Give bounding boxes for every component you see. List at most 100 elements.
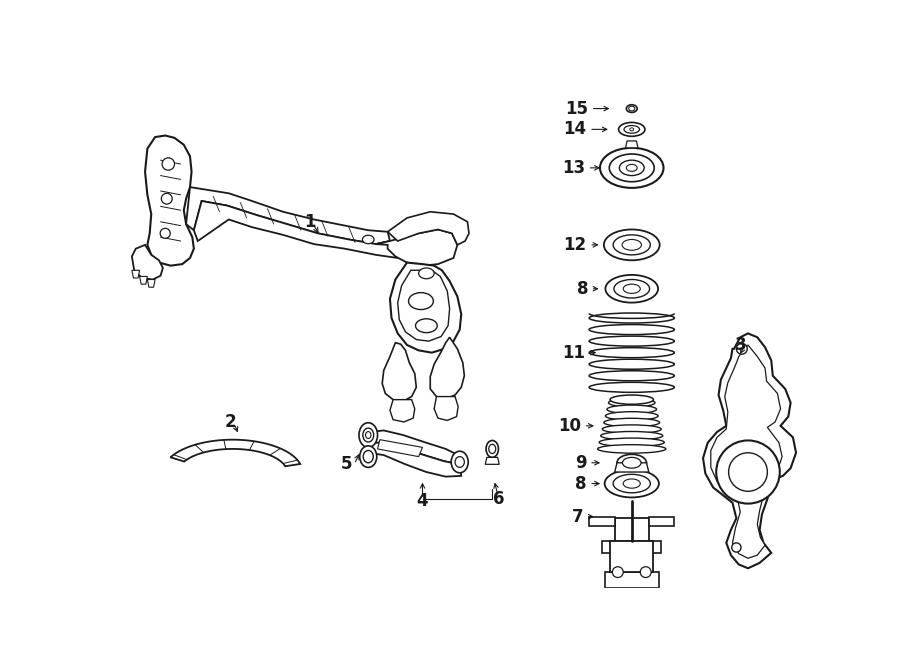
- Ellipse shape: [600, 148, 663, 188]
- Ellipse shape: [451, 451, 468, 473]
- Ellipse shape: [590, 371, 674, 381]
- Ellipse shape: [409, 293, 434, 309]
- Polygon shape: [382, 342, 417, 401]
- Polygon shape: [602, 541, 662, 553]
- Ellipse shape: [590, 325, 674, 334]
- Polygon shape: [434, 397, 458, 420]
- Text: 13: 13: [562, 159, 585, 177]
- Ellipse shape: [359, 423, 378, 447]
- Ellipse shape: [736, 344, 747, 354]
- Polygon shape: [390, 262, 461, 353]
- Text: 5: 5: [341, 455, 353, 473]
- Polygon shape: [615, 518, 649, 541]
- Ellipse shape: [640, 566, 651, 578]
- Ellipse shape: [607, 405, 656, 414]
- Polygon shape: [361, 430, 461, 464]
- Text: 9: 9: [575, 454, 587, 472]
- Ellipse shape: [623, 479, 640, 488]
- Text: 3: 3: [734, 336, 746, 354]
- Polygon shape: [132, 270, 140, 278]
- Ellipse shape: [626, 104, 637, 112]
- Ellipse shape: [162, 158, 175, 170]
- Ellipse shape: [619, 160, 644, 176]
- Text: 2: 2: [225, 413, 237, 431]
- Ellipse shape: [732, 543, 741, 552]
- Ellipse shape: [613, 235, 651, 255]
- Ellipse shape: [626, 165, 637, 171]
- Ellipse shape: [605, 470, 659, 498]
- Text: 10: 10: [558, 417, 581, 435]
- Text: 15: 15: [565, 100, 589, 118]
- Polygon shape: [615, 463, 649, 472]
- Ellipse shape: [416, 319, 437, 332]
- Ellipse shape: [590, 382, 674, 393]
- Ellipse shape: [598, 445, 666, 453]
- Polygon shape: [398, 270, 450, 341]
- Ellipse shape: [610, 395, 653, 405]
- Polygon shape: [430, 337, 464, 399]
- Polygon shape: [376, 229, 457, 266]
- Ellipse shape: [606, 275, 658, 303]
- Polygon shape: [170, 440, 301, 466]
- Ellipse shape: [614, 280, 650, 298]
- Polygon shape: [378, 440, 422, 457]
- Ellipse shape: [590, 359, 674, 369]
- Ellipse shape: [590, 313, 674, 323]
- Ellipse shape: [608, 399, 655, 407]
- Polygon shape: [194, 201, 400, 258]
- Text: 7: 7: [572, 508, 584, 525]
- Text: 11: 11: [562, 344, 585, 362]
- Ellipse shape: [489, 444, 496, 453]
- Ellipse shape: [590, 336, 674, 346]
- Ellipse shape: [365, 432, 371, 438]
- Polygon shape: [145, 136, 194, 266]
- Text: 4: 4: [417, 492, 428, 510]
- Polygon shape: [390, 400, 415, 422]
- Ellipse shape: [161, 193, 172, 204]
- Ellipse shape: [455, 457, 464, 467]
- Polygon shape: [703, 333, 796, 568]
- Polygon shape: [626, 141, 638, 148]
- Ellipse shape: [617, 454, 646, 471]
- Ellipse shape: [729, 453, 768, 491]
- Ellipse shape: [606, 412, 658, 420]
- Polygon shape: [132, 245, 163, 280]
- Ellipse shape: [363, 235, 374, 244]
- Ellipse shape: [601, 432, 662, 440]
- Ellipse shape: [624, 126, 640, 134]
- Ellipse shape: [604, 418, 660, 427]
- Polygon shape: [485, 457, 500, 464]
- Text: 6: 6: [492, 490, 504, 508]
- Ellipse shape: [418, 268, 434, 279]
- Ellipse shape: [360, 446, 377, 467]
- Polygon shape: [140, 276, 148, 284]
- Polygon shape: [711, 345, 782, 559]
- Ellipse shape: [622, 239, 642, 251]
- Polygon shape: [368, 443, 461, 477]
- Ellipse shape: [486, 440, 499, 457]
- Text: 12: 12: [563, 236, 587, 254]
- Polygon shape: [649, 517, 674, 526]
- Ellipse shape: [160, 228, 170, 239]
- Ellipse shape: [613, 475, 651, 493]
- Ellipse shape: [590, 348, 674, 358]
- Text: 8: 8: [577, 280, 589, 297]
- Text: 8: 8: [575, 475, 587, 492]
- Ellipse shape: [602, 425, 662, 434]
- Ellipse shape: [716, 440, 779, 504]
- Polygon shape: [610, 541, 653, 572]
- Polygon shape: [186, 187, 390, 244]
- Ellipse shape: [623, 284, 640, 293]
- Ellipse shape: [604, 229, 660, 260]
- Ellipse shape: [628, 106, 634, 111]
- Text: 14: 14: [563, 120, 587, 138]
- Polygon shape: [605, 572, 659, 588]
- Ellipse shape: [363, 428, 374, 442]
- Ellipse shape: [609, 154, 654, 182]
- Ellipse shape: [599, 438, 664, 447]
- Text: 1: 1: [304, 213, 316, 231]
- Ellipse shape: [364, 450, 374, 463]
- Ellipse shape: [623, 457, 641, 468]
- Polygon shape: [590, 517, 615, 526]
- Ellipse shape: [630, 128, 634, 131]
